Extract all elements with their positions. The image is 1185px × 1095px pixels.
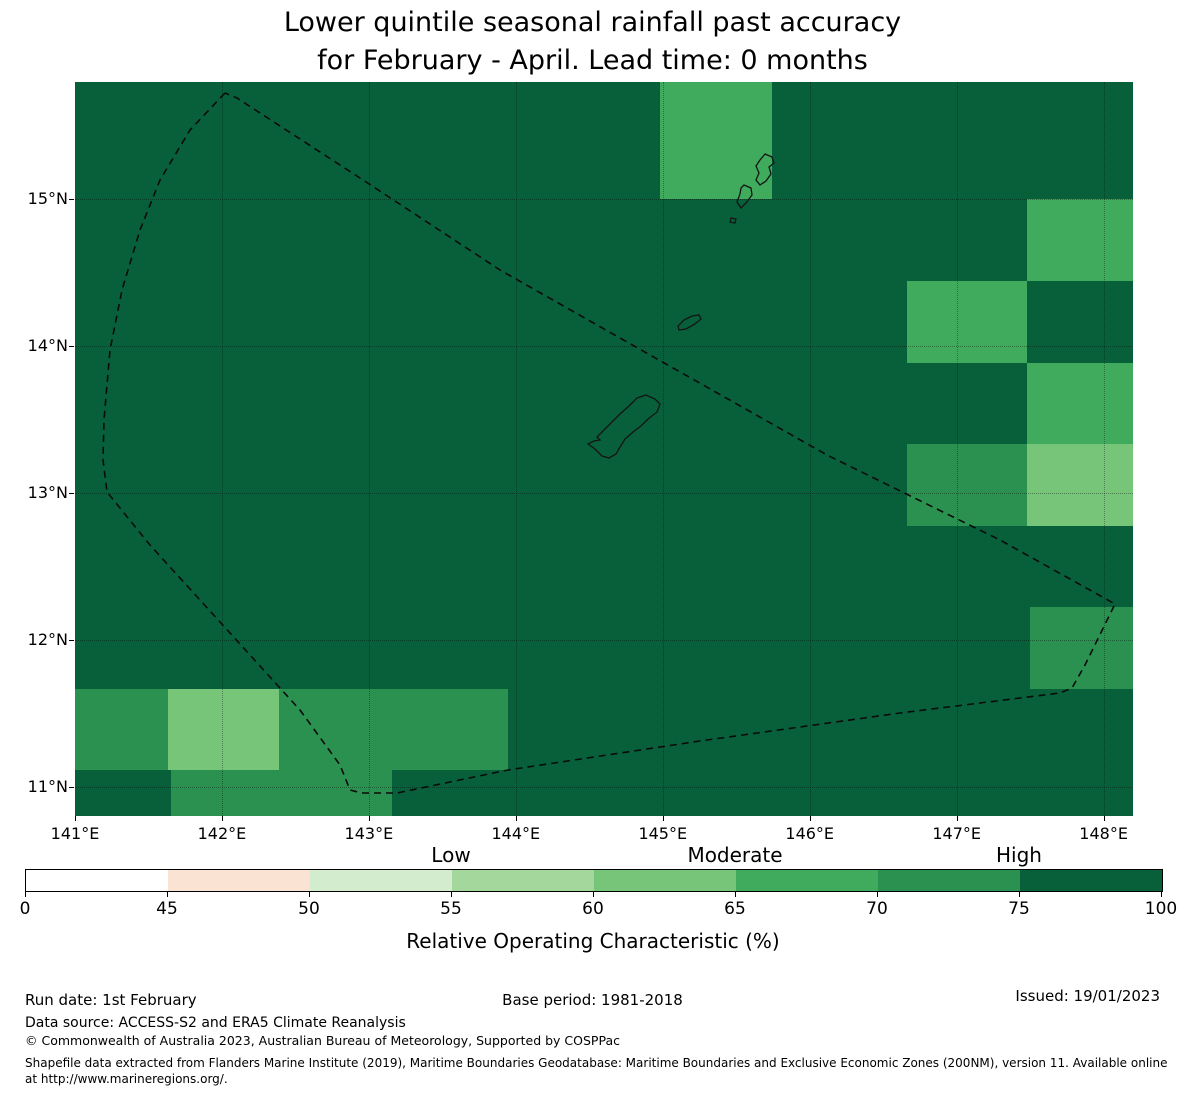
colorbar-tick bbox=[167, 892, 168, 897]
x-axis-tick-label: 146°E bbox=[785, 824, 835, 843]
y-axis-tick-label: 12°N bbox=[27, 629, 68, 649]
base-period-text: Base period: 1981-2018 bbox=[502, 991, 683, 1009]
gridline-parallel bbox=[75, 786, 1133, 788]
roc-cell bbox=[1027, 199, 1133, 282]
y-axis-tick-label: 13°N bbox=[27, 483, 68, 503]
roc-cell bbox=[167, 688, 280, 771]
x-axis-tick bbox=[1103, 816, 1105, 821]
colorbar-tick-label: 55 bbox=[440, 899, 462, 919]
colorbar-segment-70-75 bbox=[878, 870, 1020, 891]
gridline-parallel bbox=[75, 346, 1133, 348]
colorbar-axis-label: Relative Operating Characteristic (%) bbox=[406, 929, 780, 953]
island-outline bbox=[729, 217, 737, 224]
gridline-parallel bbox=[75, 639, 1133, 641]
map-overlay-svg bbox=[102, 92, 1117, 794]
roc-cell bbox=[906, 444, 1028, 526]
island-outline bbox=[586, 394, 661, 459]
y-axis-tick bbox=[69, 786, 74, 788]
gridline-meridian bbox=[515, 82, 517, 816]
roc-cell bbox=[906, 281, 1028, 363]
gridline-meridian bbox=[809, 82, 811, 816]
colorbar-tick bbox=[593, 892, 594, 897]
colorbar-segment-75-100 bbox=[1020, 870, 1162, 891]
x-axis-tick-label: 147°E bbox=[932, 824, 981, 843]
roc-cell bbox=[75, 688, 168, 771]
shapefile-attribution-line1: Shapefile data extracted from Flanders M… bbox=[25, 1056, 1168, 1070]
colorbar-tick bbox=[25, 892, 26, 897]
colorbar-tick-label: 45 bbox=[156, 899, 178, 919]
roc-cell bbox=[1030, 607, 1133, 689]
chart-title-line1: Lower quintile seasonal rainfall past ac… bbox=[283, 7, 902, 38]
x-axis-tick bbox=[75, 816, 76, 821]
island-outline bbox=[755, 153, 775, 186]
gridline-meridian bbox=[1103, 82, 1105, 816]
y-axis-tick bbox=[69, 493, 74, 495]
chart-title-line2: for February - April. Lead time: 0 month… bbox=[317, 45, 868, 76]
gridline-meridian bbox=[368, 82, 370, 816]
colorbar-segment-60-65 bbox=[594, 870, 736, 891]
x-axis-tick-label: 145°E bbox=[638, 824, 688, 843]
x-axis-tick-label: 142°E bbox=[197, 824, 247, 843]
x-axis-tick-label: 144°E bbox=[491, 824, 541, 843]
colorbar-category-label-moderate: Moderate bbox=[687, 843, 783, 867]
issued-date-text: Issued: 19/01/2023 bbox=[1015, 987, 1160, 1005]
colorbar bbox=[25, 869, 1163, 892]
copyright-text: © Commonwealth of Australia 2023, Austra… bbox=[25, 1033, 620, 1048]
colorbar-segment-50-55 bbox=[310, 870, 452, 891]
x-axis-tick-label: 143°E bbox=[344, 824, 394, 843]
gridline-meridian bbox=[221, 82, 223, 816]
colorbar-tick bbox=[735, 892, 736, 897]
eez-boundary-line bbox=[102, 92, 1117, 794]
chart-title: Lower quintile seasonal rainfall past ac… bbox=[0, 4, 1185, 80]
colorbar-tick-label: 65 bbox=[724, 899, 746, 919]
x-axis-tick bbox=[515, 816, 517, 821]
roc-cell bbox=[1027, 362, 1133, 445]
y-axis-tick-label: 11°N bbox=[27, 776, 68, 796]
colorbar-segment-0-45 bbox=[26, 870, 168, 891]
colorbar-category-label-low: Low bbox=[431, 843, 471, 867]
x-axis-tick bbox=[956, 816, 958, 821]
x-axis-tick-label: 148°E bbox=[1079, 824, 1128, 843]
y-axis-tick-label: 14°N bbox=[27, 336, 68, 356]
y-axis-tick bbox=[69, 639, 74, 641]
colorbar-tick-label: 100 bbox=[1144, 899, 1178, 919]
colorbar-tick-label: 50 bbox=[298, 899, 320, 919]
y-axis-tick-label: 15°N bbox=[27, 189, 68, 209]
colorbar-category-label-high: High bbox=[996, 843, 1042, 867]
colorbar-segment-55-60 bbox=[452, 870, 594, 891]
colorbar-segment-65-70 bbox=[736, 870, 878, 891]
roc-cell bbox=[170, 770, 393, 816]
map-panel bbox=[75, 82, 1133, 816]
y-axis-tick bbox=[69, 346, 74, 348]
colorbar-tick bbox=[877, 892, 878, 897]
x-axis-tick bbox=[809, 816, 811, 821]
colorbar-tick bbox=[1161, 892, 1162, 897]
colorbar-tick-label: 70 bbox=[866, 899, 888, 919]
x-axis-tick bbox=[221, 816, 223, 821]
y-axis-tick bbox=[69, 199, 74, 201]
island-outline bbox=[736, 184, 753, 210]
x-axis-tick bbox=[368, 816, 370, 821]
roc-cell bbox=[1027, 444, 1133, 526]
roc-cell bbox=[279, 688, 509, 771]
colorbar-tick bbox=[451, 892, 452, 897]
x-axis-tick-label: 141°E bbox=[50, 824, 100, 843]
gridline-meridian bbox=[956, 82, 958, 816]
gridline-parallel bbox=[75, 199, 1133, 201]
colorbar-segment-45-50 bbox=[168, 870, 310, 891]
run-date-text: Run date: 1st February bbox=[25, 991, 197, 1009]
colorbar-tick bbox=[1019, 892, 1020, 897]
gridline-parallel bbox=[75, 493, 1133, 495]
island-outline bbox=[677, 314, 702, 331]
colorbar-tick-label: 60 bbox=[582, 899, 604, 919]
data-source-text: Data source: ACCESS-S2 and ERA5 Climate … bbox=[25, 1015, 406, 1031]
colorbar-tick bbox=[309, 892, 310, 897]
colorbar-tick-label: 0 bbox=[19, 899, 31, 919]
roc-cell bbox=[659, 82, 772, 200]
x-axis-tick bbox=[662, 816, 664, 821]
colorbar-tick-label: 75 bbox=[1008, 899, 1030, 919]
shapefile-attribution-line2: at http://www.marineregions.org/. bbox=[25, 1072, 228, 1086]
gridline-meridian bbox=[662, 82, 664, 816]
